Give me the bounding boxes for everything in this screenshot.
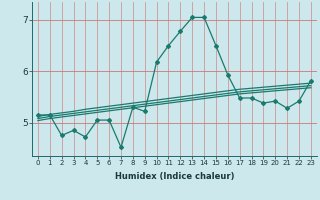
X-axis label: Humidex (Indice chaleur): Humidex (Indice chaleur) — [115, 172, 234, 181]
